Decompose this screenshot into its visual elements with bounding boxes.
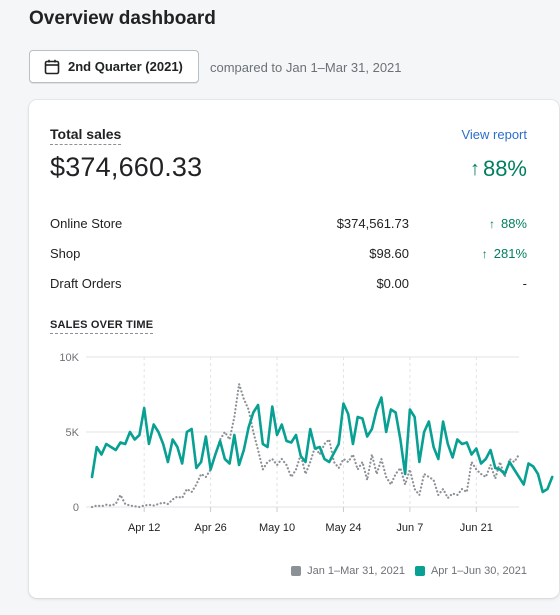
total-sales-change: ↑ 88% xyxy=(470,156,527,182)
channel-change-value: 281% xyxy=(493,246,527,261)
channel-change: ↑ 281% xyxy=(482,246,527,261)
x-tick-label: Apr 12 xyxy=(128,522,160,534)
series-line-current xyxy=(90,396,554,494)
y-tick-label: 10K xyxy=(59,352,79,364)
chart-legend: Jan 1–Mar 31, 2021 Apr 1–Jun 30, 2021 xyxy=(291,565,527,577)
channel-amount: $374,561.73 xyxy=(336,216,409,231)
channel-change-value: - xyxy=(522,276,527,291)
y-tick-label: 0 xyxy=(73,502,79,514)
breakdown-row-shop: Shop $98.60 ↑ 281% xyxy=(50,246,527,266)
sales-over-time-chart: 10K 5K 0 Apr 12 Apr 26 May 10 May 24 Jun 7 Jun 2… xyxy=(59,352,554,534)
channel-change: ↑ 88% xyxy=(489,216,527,231)
channel-name: Shop xyxy=(50,246,81,261)
page-title: Overview dashboard xyxy=(29,8,216,29)
x-tick-label: Jun 7 xyxy=(396,522,423,534)
channel-change-value: 88% xyxy=(500,216,527,231)
total-sales-card: Total sales View report $374,660.33 ↑ 88… xyxy=(29,100,559,598)
legend-label-previous: Jan 1–Mar 31, 2021 xyxy=(307,565,405,577)
sales-over-time-label[interactable]: SALES OVER TIME xyxy=(50,319,154,334)
arrow-up-icon: ↑ xyxy=(481,247,488,261)
calendar-icon xyxy=(44,59,60,75)
x-tick-label: May 24 xyxy=(325,522,361,534)
channel-amount: $98.60 xyxy=(369,246,409,261)
channel-name: Draft Orders xyxy=(50,276,122,291)
breakdown-row-online-store: Online Store $374,561.73 ↑ 88% xyxy=(50,216,527,236)
channel-name: Online Store xyxy=(50,216,123,231)
legend-swatch-previous xyxy=(291,566,302,576)
series-line-previous xyxy=(90,382,521,509)
date-range-label: 2nd Quarter (2021) xyxy=(68,59,183,74)
legend-label-current: Apr 1–Jun 30, 2021 xyxy=(430,565,527,577)
x-tick-label: Apr 26 xyxy=(194,522,226,534)
legend-item-current[interactable]: Apr 1–Jun 30, 2021 xyxy=(414,565,527,577)
comparison-text: compared to Jan 1–Mar 31, 2021 xyxy=(210,60,402,75)
view-report-link[interactable]: View report xyxy=(461,127,527,142)
breakdown-row-draft-orders: Draft Orders $0.00 - xyxy=(50,276,527,296)
x-tick-label: Jun 21 xyxy=(460,522,493,534)
y-tick-label: 5K xyxy=(66,427,80,439)
legend-swatch-current xyxy=(414,566,425,576)
date-range-button[interactable]: 2nd Quarter (2021) xyxy=(29,50,199,83)
total-change-value: 88% xyxy=(482,156,527,181)
x-tick-label: May 10 xyxy=(259,522,295,534)
arrow-up-icon: ↑ xyxy=(469,157,480,180)
legend-item-previous[interactable]: Jan 1–Mar 31, 2021 xyxy=(291,565,405,577)
channel-amount: $0.00 xyxy=(376,276,409,291)
total-sales-value: $374,660.33 xyxy=(50,152,203,182)
card-title[interactable]: Total sales xyxy=(50,126,122,145)
arrow-up-icon: ↑ xyxy=(488,217,495,231)
